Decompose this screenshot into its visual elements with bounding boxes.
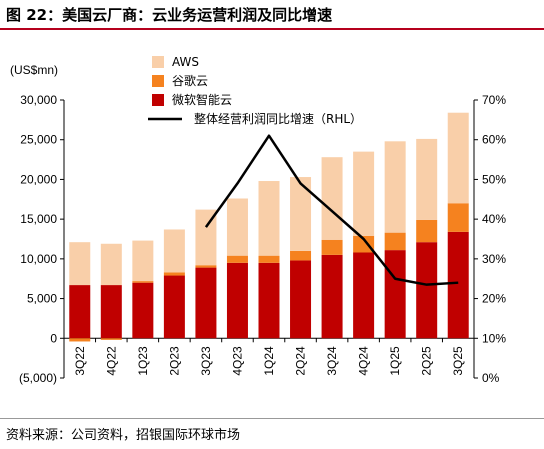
legend-label: 微软智能云 bbox=[172, 92, 232, 107]
bar-segment bbox=[132, 282, 154, 339]
x-axis-category-label: 4Q24 bbox=[357, 346, 371, 376]
growth-rate-line bbox=[204, 134, 459, 286]
x-axis-category-label: 2Q23 bbox=[167, 346, 181, 376]
bar-segment bbox=[163, 229, 185, 273]
legend-label: AWS bbox=[172, 55, 199, 69]
bar-segment bbox=[100, 338, 122, 340]
bar-segment bbox=[416, 138, 438, 220]
bar-segment bbox=[195, 209, 217, 266]
left-axis-tick-label: 25,000 bbox=[20, 133, 57, 147]
bar-segment bbox=[258, 262, 280, 339]
left-axis-tick-label: 15,000 bbox=[20, 212, 57, 226]
bar-segment bbox=[226, 255, 248, 263]
legend-label: 整体经营利润同比增速（RHL） bbox=[194, 111, 362, 126]
title-divider bbox=[0, 28, 544, 30]
footer-divider bbox=[0, 418, 544, 419]
source-note: 资料来源：公司资料，招银国际环球市场 bbox=[6, 428, 241, 443]
bar-segment bbox=[69, 338, 91, 342]
bar-segment bbox=[353, 151, 375, 236]
bar-segment bbox=[321, 254, 343, 339]
right-axis-tick-label: 20% bbox=[482, 292, 506, 306]
bar-segment bbox=[290, 260, 312, 339]
bar-segment bbox=[69, 285, 91, 339]
bar-segment bbox=[226, 198, 248, 256]
x-axis-category-label: 4Q23 bbox=[230, 346, 244, 376]
bar-segment bbox=[100, 243, 122, 286]
x-axis-category-label: 3Q22 bbox=[73, 346, 87, 376]
right-axis-tick-label: 70% bbox=[482, 93, 506, 107]
bar-segment bbox=[163, 275, 185, 339]
left-axis-tick-label: 10,000 bbox=[20, 252, 57, 266]
left-axis-tick-label: 0 bbox=[50, 331, 57, 345]
left-axis-unit-label: (US$mn) bbox=[10, 63, 58, 77]
legend-swatch bbox=[152, 75, 164, 87]
right-axis-tick-label: 30% bbox=[482, 252, 506, 266]
bar-segment bbox=[69, 242, 91, 286]
bar-segment bbox=[447, 112, 469, 204]
bar-segment bbox=[384, 250, 406, 339]
x-axis-category-label: 2Q24 bbox=[294, 346, 308, 376]
bar-segment bbox=[163, 272, 185, 276]
right-axis-tick-label: 0% bbox=[482, 371, 500, 385]
left-axis-tick-label: 20,000 bbox=[20, 172, 57, 186]
x-axis-category-label: 1Q23 bbox=[136, 346, 150, 376]
x-axis-category-label: 2Q25 bbox=[420, 346, 434, 376]
bar-segment bbox=[353, 252, 375, 339]
x-axis-category-label: 3Q23 bbox=[199, 346, 213, 376]
bar-segment bbox=[258, 181, 280, 256]
bar-segment bbox=[447, 203, 469, 232]
bar-segment bbox=[195, 265, 217, 268]
bar-segment bbox=[290, 250, 312, 261]
bar-segment bbox=[321, 157, 343, 240]
bar-segment bbox=[258, 255, 280, 263]
x-axis-category-label: 4Q22 bbox=[104, 346, 118, 376]
bar-segment bbox=[290, 177, 312, 251]
bar-segment bbox=[384, 232, 406, 251]
x-axis-category-label: 3Q24 bbox=[325, 346, 339, 376]
left-axis-tick-label: (5,000) bbox=[19, 371, 57, 385]
right-axis-tick-label: 50% bbox=[482, 172, 506, 186]
legend-swatch bbox=[152, 56, 164, 68]
right-axis-tick-label: 60% bbox=[482, 133, 506, 147]
bar-segment bbox=[226, 262, 248, 339]
bar-segment bbox=[416, 242, 438, 339]
bar-segment bbox=[132, 240, 154, 282]
bar-segment bbox=[353, 235, 375, 253]
bar-segment bbox=[384, 141, 406, 233]
bar-segment bbox=[447, 231, 469, 339]
bar-segment bbox=[100, 285, 122, 339]
legend-swatch bbox=[152, 94, 164, 106]
figure-title: 图 22：美国云厂商：云业务运营利润及同比增速 bbox=[6, 6, 333, 24]
legend-label: 谷歌云 bbox=[172, 73, 208, 88]
bar-segment bbox=[132, 281, 154, 283]
left-axis-tick-label: 5,000 bbox=[27, 292, 57, 306]
x-axis-category-label: 1Q25 bbox=[388, 346, 402, 376]
right-axis-tick-label: 40% bbox=[482, 212, 506, 226]
right-axis-tick-label: 10% bbox=[482, 331, 506, 345]
left-axis-tick-label: 30,000 bbox=[20, 93, 57, 107]
x-axis-category-label: 3Q25 bbox=[451, 346, 465, 376]
bar-segment bbox=[321, 239, 343, 255]
bar-segment bbox=[416, 219, 438, 243]
bar-segment bbox=[195, 267, 217, 339]
x-axis-category-label: 1Q24 bbox=[262, 346, 276, 376]
